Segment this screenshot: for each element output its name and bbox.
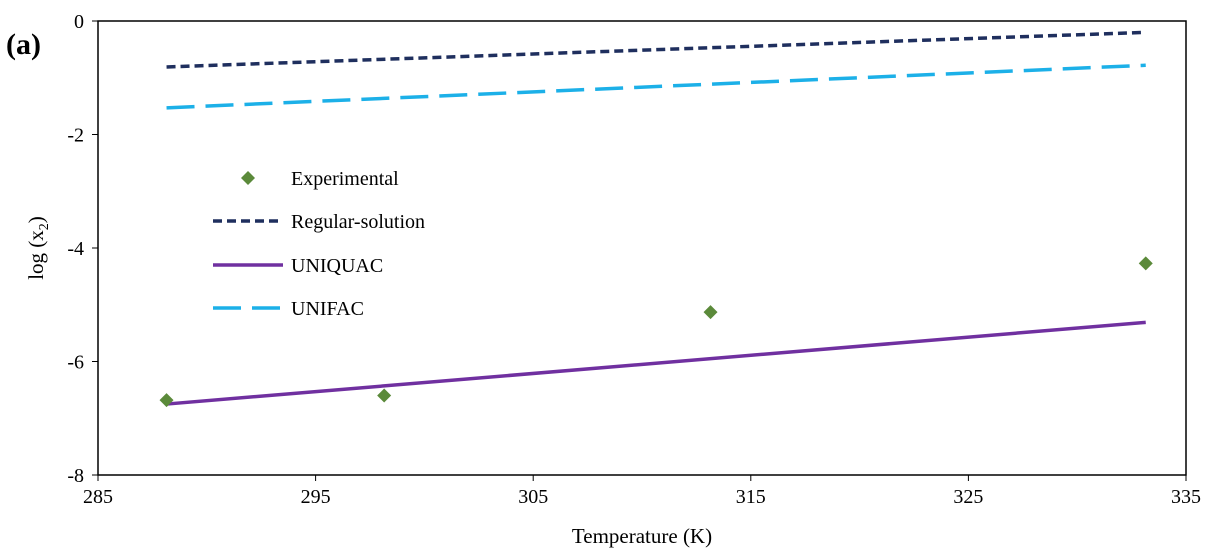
y-axis-label-subscript: 2	[37, 223, 52, 230]
plot-area-frame	[97, 20, 1187, 476]
legend-label-uniquac: UNIQUAC	[291, 255, 383, 277]
series-line-uniquac	[166, 320, 1146, 406]
legend-marker-experimental	[241, 171, 255, 185]
y-tick-label: -6	[67, 352, 84, 374]
series-line-regular-solution	[166, 30, 1146, 69]
series-layer	[159, 30, 1153, 408]
legend-label-experimental: Experimental	[291, 168, 399, 190]
y-axis-label: log (x2)	[24, 216, 52, 280]
y-tick-label: 0	[74, 11, 84, 33]
x-axis-label: Temperature (K)	[572, 524, 712, 548]
panel-label: (a)	[6, 28, 41, 61]
data-point-experimental	[1138, 256, 1153, 271]
y-axis-label-close: )	[24, 216, 48, 223]
x-tick-label: 325	[953, 486, 983, 508]
legend-label-regular-solution: Regular-solution	[291, 211, 425, 233]
axis-ticks: 285 295 305 315 325 335 0 -2 -4 -6 -8	[67, 11, 1201, 508]
data-point-experimental	[159, 393, 174, 408]
x-tick-label: 285	[83, 486, 113, 508]
y-tick-label: -8	[67, 465, 84, 487]
x-tick-label: 315	[736, 486, 766, 508]
x-tick-label: 295	[301, 486, 331, 508]
y-tick-label: -4	[67, 238, 84, 260]
legend: Experimental Regular-solution UNIQUAC UNIFA…	[213, 168, 425, 320]
y-tick-label: -2	[67, 125, 84, 147]
data-point-experimental	[377, 388, 392, 403]
series-line-unifac	[166, 63, 1146, 110]
legend-label-unifac: UNIFAC	[291, 298, 364, 320]
x-tick-label: 305	[518, 486, 548, 508]
y-axis-label-main: log (x	[24, 230, 48, 280]
data-point-experimental	[703, 305, 718, 320]
x-tick-label: 335	[1171, 486, 1201, 508]
